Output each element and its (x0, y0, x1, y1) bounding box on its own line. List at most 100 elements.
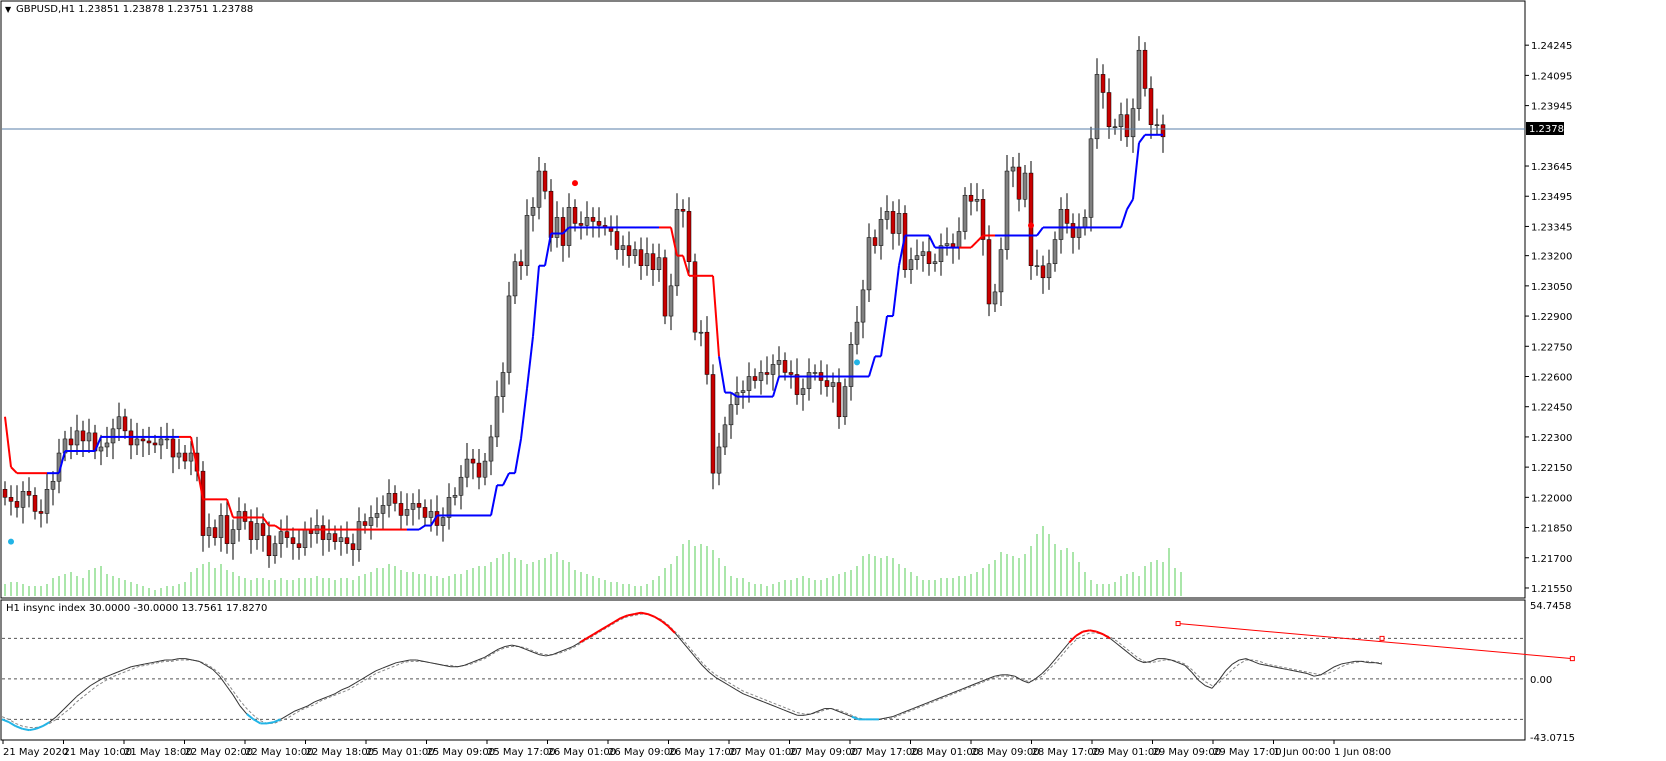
insync-main-segment (613, 617, 622, 624)
insync-main-segment (640, 611, 649, 616)
insync-main-segment (769, 704, 778, 708)
candle-body (1016, 166, 1022, 200)
time-tick-label: 22 May 18:00 (306, 747, 375, 758)
candle-body (320, 525, 326, 540)
insync-main-segment (1177, 662, 1186, 666)
candle-body (746, 376, 752, 391)
insync-main-segment (627, 613, 635, 617)
candle-body (1004, 170, 1010, 250)
insync-main-segment (504, 644, 512, 647)
candle-body (764, 372, 770, 375)
insync-main-segment (1307, 673, 1315, 677)
trendline-anchor (1175, 621, 1181, 627)
candle-body (254, 523, 260, 540)
trailing-stop-segment (868, 356, 876, 377)
candle-body (566, 207, 572, 246)
candle-body (866, 237, 872, 291)
current-price-label: 1.23788 (1529, 124, 1570, 135)
candle-body (374, 513, 380, 518)
insync-main-segment (967, 683, 975, 688)
candle-body (554, 217, 560, 238)
candle-body (488, 436, 494, 462)
candle-body (224, 515, 230, 544)
candle-body (1160, 124, 1166, 138)
candle-body (872, 237, 878, 246)
candle-body (470, 458, 476, 464)
insync-main-segment (1082, 629, 1090, 633)
trailing-stop-segment (274, 524, 282, 531)
candle-body (584, 217, 590, 226)
insync-main-segment (307, 701, 315, 707)
insync-main-segment (804, 713, 812, 716)
insync-main-segment (572, 642, 581, 647)
insync-main-segment (219, 675, 227, 686)
time-tick-label: 25 May 17:00 (487, 747, 556, 758)
candle-body (116, 416, 122, 430)
candle-body (260, 523, 266, 536)
candle-body (440, 517, 446, 526)
insync-main-segment (443, 664, 451, 668)
candle-body (992, 291, 998, 305)
insync-main-segment (158, 659, 166, 662)
candle-body (368, 517, 374, 526)
dropdown-arrow-icon[interactable]: ▼ (5, 5, 12, 14)
candle-body (590, 217, 596, 222)
insync-main-segment (518, 646, 526, 650)
insync-main-segment (667, 625, 676, 634)
insync-main-segment (552, 651, 560, 656)
candle-body (596, 221, 602, 226)
insync-main-segment (545, 654, 553, 657)
oscillator-level-label: 0.00 (1530, 675, 1552, 686)
insync-main-segment (783, 709, 791, 714)
insync-main-segment (287, 710, 295, 716)
insync-main-segment (926, 700, 934, 704)
insync-main-segment (42, 721, 51, 727)
candle-body (278, 531, 284, 544)
candle-body (752, 376, 758, 381)
insync-main-segment (1252, 660, 1260, 665)
candle-body (548, 190, 554, 238)
candle-body (80, 430, 86, 442)
candle-body (728, 404, 734, 426)
insync-main-segment (1102, 633, 1111, 640)
insync-main-segment (1008, 674, 1016, 677)
oscillator-axis: 54.7458 0.00 -43.0715 (1530, 601, 1575, 744)
insync-main-segment (416, 659, 424, 662)
trailing-stop-segment (898, 235, 906, 266)
insync-main-segment (1375, 662, 1383, 665)
insync-main-segment (1361, 660, 1369, 664)
candle-body (572, 207, 578, 224)
time-tick-label: 25 May 01:00 (366, 747, 435, 758)
insync-main-segment (35, 725, 44, 730)
insync-main-segment (851, 715, 859, 721)
insync-main-segment (1232, 659, 1240, 665)
candle-body (632, 249, 638, 256)
candle-body (356, 521, 362, 550)
candle-body (1118, 114, 1124, 127)
insync-main-segment (606, 621, 615, 628)
insync-main-segment (634, 611, 642, 616)
candle-body (998, 249, 1004, 293)
candle-body (626, 245, 632, 256)
insync-main-segment (1313, 674, 1321, 677)
candle-body (914, 255, 920, 260)
candle-body (380, 505, 386, 514)
insync-main-segment (96, 677, 105, 683)
candle-body (956, 231, 962, 248)
trailing-stop-segment (1126, 198, 1134, 210)
insync-main-segment (599, 625, 608, 632)
insync-main-segment (375, 667, 383, 672)
price-tick-label: 1.22600 (1531, 372, 1572, 383)
insync-main-segment (56, 709, 64, 718)
insync-main-segment (76, 690, 84, 697)
insync-main-segment (620, 614, 628, 620)
candle-body (824, 380, 830, 387)
candle-body (188, 452, 194, 462)
insync-main-segment (1341, 662, 1349, 665)
price-tick-label: 1.23945 (1531, 102, 1572, 113)
insync-main-segment (49, 716, 57, 723)
trailing-stop-segment (58, 450, 66, 474)
candle-body (104, 442, 110, 448)
insync-main-segment (973, 681, 982, 685)
insync-main-segment (735, 689, 744, 695)
